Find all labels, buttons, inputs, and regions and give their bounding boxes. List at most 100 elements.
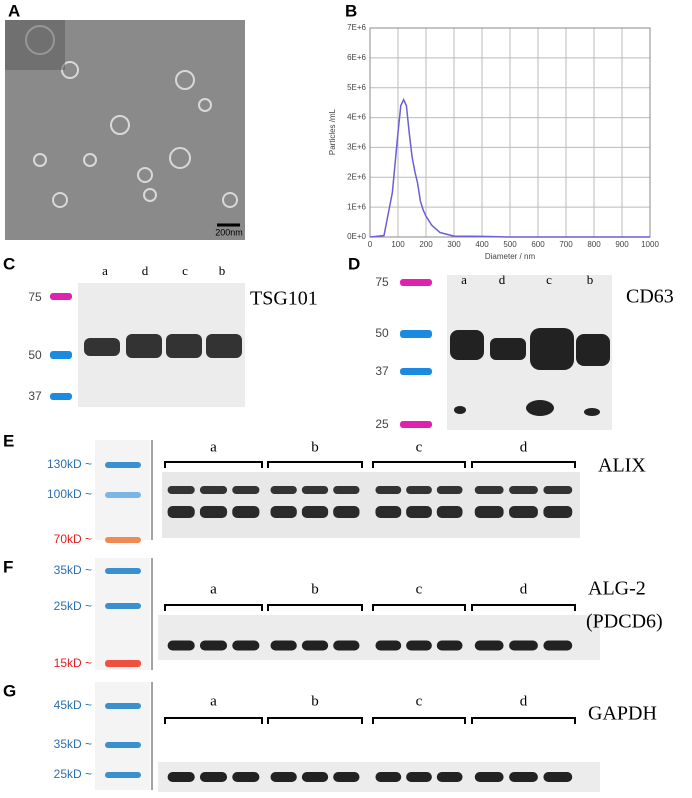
panel-label: A: [8, 1, 20, 20]
band: [301, 640, 329, 651]
marker-label: 37: [28, 389, 42, 403]
lane-label: c: [546, 272, 552, 287]
band: [270, 772, 297, 782]
ladder-band: [105, 742, 141, 748]
band: [270, 640, 297, 651]
y-tick-label: 7E+6: [347, 23, 366, 32]
band: [301, 486, 329, 494]
group-label: c: [416, 693, 423, 709]
y-axis-title: Particles /mL: [328, 108, 337, 155]
panel-label: B: [345, 1, 357, 20]
band: [199, 506, 228, 518]
x-tick-label: 500: [503, 240, 517, 249]
band: [375, 506, 402, 518]
group-label: a: [210, 581, 217, 597]
band: [232, 772, 260, 782]
ladder-band: [105, 537, 141, 543]
marker-label: 70kD ~: [54, 532, 92, 546]
panel-label: F: [3, 557, 13, 576]
y-tick-label: 3E+6: [347, 143, 366, 152]
band: [436, 772, 463, 782]
band: [406, 506, 432, 518]
band: [474, 640, 504, 651]
group-bracket: [372, 717, 466, 724]
bands: [84, 334, 242, 358]
group-bracket: [267, 604, 363, 611]
ladder-band: [400, 279, 432, 286]
band: [333, 486, 360, 494]
lane-label: d: [142, 263, 149, 278]
ladder-band: [400, 368, 432, 375]
dark-region: [5, 20, 65, 70]
band: [474, 772, 504, 782]
group-bracket: [471, 461, 576, 468]
x-tick-label: 300: [447, 240, 461, 249]
marker-label: 130kD ~: [47, 457, 92, 471]
x-tick-label: 100: [391, 240, 405, 249]
band: [509, 640, 538, 651]
group-bracket: [471, 717, 576, 724]
y-tick-label: 1E+6: [347, 202, 366, 211]
group-label: a: [210, 439, 217, 455]
protein-label: GAPDH: [588, 703, 657, 725]
marker-label: 15kD ~: [54, 656, 92, 670]
ladder-band: [105, 568, 141, 574]
band: [199, 486, 228, 494]
lane-label: a: [102, 263, 108, 278]
ladder-band: [105, 492, 141, 498]
band: [406, 640, 432, 651]
band: [375, 772, 402, 782]
group-label: d: [520, 693, 528, 709]
marker-label: 100kD ~: [47, 487, 92, 501]
x-tick-label: 800: [587, 240, 601, 249]
band: [333, 772, 360, 782]
band: [270, 486, 297, 494]
group-label: d: [520, 439, 528, 455]
panel-label: D: [348, 254, 360, 273]
band: [474, 486, 504, 494]
band: [199, 772, 228, 782]
protein-label: CD63: [626, 286, 674, 308]
ladder-band: [400, 330, 432, 338]
group-bracket: [372, 461, 466, 468]
band: [167, 640, 195, 651]
protein-label: ALIX: [598, 455, 646, 477]
x-tick-label: 700: [559, 240, 573, 249]
band: [167, 486, 195, 494]
ladder-band: [105, 703, 141, 709]
group-bracket: [471, 604, 576, 611]
group-label: d: [520, 581, 528, 597]
marker-label: 50: [375, 326, 389, 340]
panel-label: G: [3, 681, 16, 700]
marker-label: 75: [28, 290, 42, 304]
ladder-band: [105, 603, 141, 609]
band: [232, 506, 260, 518]
lane-label: c: [182, 263, 188, 278]
group-bracket: [164, 717, 263, 724]
x-tick-label: 0: [368, 240, 373, 249]
group-label: a: [210, 693, 217, 709]
x-tick-label: 900: [615, 240, 629, 249]
band: [333, 506, 360, 518]
protein-label: TSG101: [250, 288, 318, 310]
group-label: c: [416, 439, 423, 455]
group-bracket: [267, 717, 363, 724]
ladder-band: [105, 660, 141, 667]
marker-label: 25kD ~: [54, 599, 92, 613]
marker-label: 50: [28, 348, 42, 362]
ladder-lane: [95, 440, 150, 540]
group-bracket: [372, 604, 466, 611]
band: [543, 486, 573, 494]
band: [301, 506, 329, 518]
band: [232, 486, 260, 494]
scale-bar-label: 200nm: [215, 227, 243, 237]
x-tick-label: 200: [419, 240, 433, 249]
band: [270, 506, 297, 518]
band: [301, 772, 329, 782]
marker-label: 75: [375, 275, 389, 289]
ladder-band: [50, 393, 72, 400]
blot: [158, 615, 600, 660]
y-tick-label: 0E+0: [347, 232, 366, 241]
y-tick-label: 4E+6: [347, 113, 366, 122]
